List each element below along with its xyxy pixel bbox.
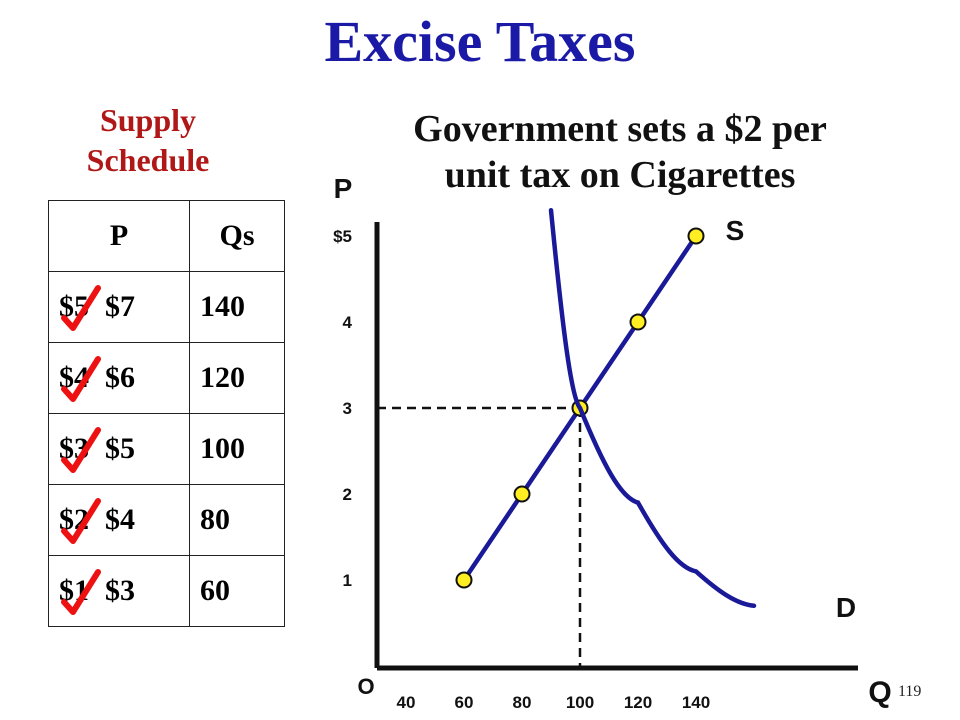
supply-schedule-table: P Qs $5 $7 140 $4 $6 120 $3 $5 100 $2 $4 80 … [48,200,285,627]
subtitle-line2: unit tax on Cigarettes [444,154,796,196]
schedule-title-line2: Schedule [86,142,210,178]
subtitle-line1: Government sets a $2 per [413,108,827,150]
supply-point-marker [455,571,473,589]
quantity-cell: 60 [189,555,285,627]
x-tick-label: 60 [455,693,474,712]
check-mark-icon [61,356,101,402]
new-price: $3 [105,574,135,607]
check-mark-icon [61,569,101,615]
quantity-cell: 100 [189,413,285,485]
supply-point-marker [513,485,531,503]
price-cell: $5 $7 [48,271,190,343]
y-axis-label: P [334,173,353,204]
demand-curve [548,207,757,609]
header-price: P [48,200,190,272]
x-tick-label: 120 [624,693,652,712]
y-tick-label: 2 [343,485,352,504]
x-tick-label: 100 [566,693,594,712]
check-mark-icon [61,285,101,331]
price-cell: $3 $5 [48,413,190,485]
check-mark-icon [61,498,101,544]
new-price: $7 [105,290,135,323]
table-row: $1 $3 60 [48,555,285,627]
price-cell: $1 $3 [48,555,190,627]
supply-point-marker [687,227,705,245]
supply-point-marker [629,313,647,331]
price-cell: $2 $4 [48,484,190,556]
check-mark-icon [61,427,101,473]
demand-curve-label: D [836,592,856,623]
new-price: $4 [105,503,135,536]
x-tick-label: 140 [682,693,710,712]
y-tick-label: $5 [333,227,352,246]
page-title: Excise Taxes [324,9,636,74]
y-tick-label: 4 [343,313,353,332]
chart-subtitle: Government sets a $2 per unit tax on Cig… [360,106,880,198]
x-tick-label: 80 [513,693,532,712]
quantity-cell: 120 [189,342,285,414]
table-row: $5 $7 140 [48,271,285,343]
price-cell: $4 $6 [48,342,190,414]
table-row: $2 $4 80 [48,484,285,556]
table-row: $3 $5 100 [48,413,285,485]
supply-curve-label: S [726,215,745,246]
quantity-cell: 140 [189,271,285,343]
y-tick-label: 3 [343,399,352,418]
quantity-cell: 80 [189,484,285,556]
new-price: $6 [105,361,135,394]
y-tick-label: 1 [343,571,352,590]
page-number: 119 [898,683,922,700]
schedule-title: Supply Schedule [58,100,238,180]
new-price: $5 [105,432,135,465]
table-row: $4 $6 120 [48,342,285,414]
schedule-title-line1: Supply [99,102,197,138]
x-tick-label: 40 [397,693,416,712]
origin-label: O [357,674,374,699]
x-axis-label: Q [868,676,891,709]
